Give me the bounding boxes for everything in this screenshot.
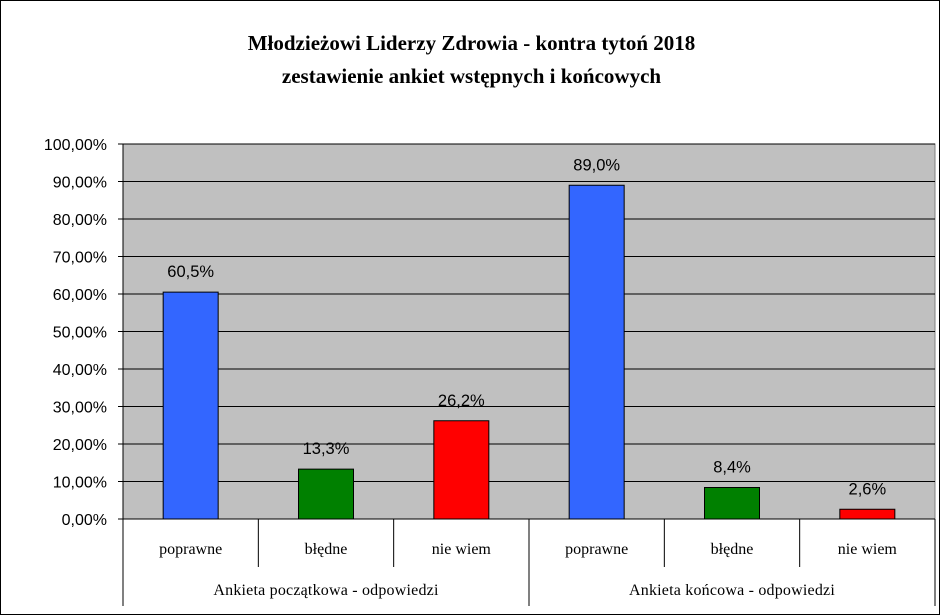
y-tick-label: 30,00% (53, 400, 107, 417)
group-label: Ankieta końcowa - odpowiedzi (629, 582, 835, 599)
data-label: 89,0% (573, 156, 620, 174)
y-tick-label: 90,00% (53, 175, 107, 192)
category-label: błędne (711, 541, 754, 558)
data-label: 2,6% (849, 480, 887, 498)
y-tick-label: 60,00% (53, 287, 107, 304)
category-label: poprawne (565, 541, 628, 558)
y-tick-label: 10,00% (53, 475, 107, 492)
chart-title: Młodzieżowi Liderzy Zdrowia - kontra tyt… (247, 31, 696, 55)
group-label: Ankieta początkowa - odpowiedzi (213, 582, 439, 599)
bar (568, 184, 625, 520)
data-label: 60,5% (167, 263, 214, 281)
category-label: błędne (305, 541, 348, 558)
data-label: 13,3% (303, 440, 350, 458)
data-label: 8,4% (713, 459, 751, 477)
y-tick-label: 100,00% (44, 137, 107, 154)
y-tick-label: 70,00% (53, 250, 107, 267)
bar (704, 487, 760, 520)
category-label: nie wiem (432, 541, 492, 558)
y-tick-label: 50,00% (53, 325, 107, 342)
data-label: 26,2% (438, 392, 485, 410)
y-tick-label: 40,00% (53, 362, 107, 379)
category-label: nie wiem (838, 541, 898, 558)
y-tick-label: 80,00% (53, 212, 107, 229)
bar (433, 420, 490, 520)
category-label: poprawne (159, 541, 222, 558)
bar (298, 468, 354, 520)
y-tick-label: 20,00% (53, 437, 107, 454)
bar (839, 508, 896, 520)
y-tick-label: 0,00% (62, 512, 107, 529)
chart-subtitle: zestawienie ankiet wstępnych i końcowych (281, 64, 662, 88)
bar (162, 291, 219, 520)
